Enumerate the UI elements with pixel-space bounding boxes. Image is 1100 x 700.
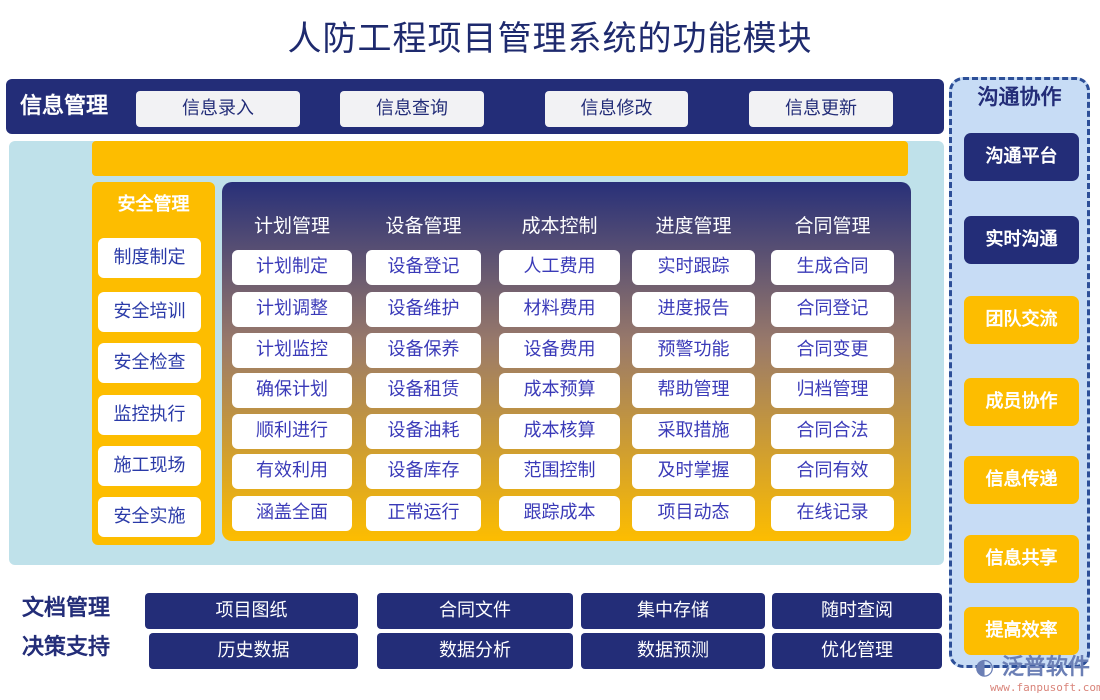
module-item[interactable]: 在线记录 [771,496,894,531]
module-item[interactable]: 材料费用 [499,292,620,327]
fanpusoft-logo: ◐ 泛普软件 [975,654,1090,680]
module-item[interactable]: 及时掌握 [632,454,755,489]
module-item[interactable]: 顺利进行 [232,414,352,449]
document-item[interactable]: 项目图纸 [145,593,358,629]
module-item[interactable]: 合同登记 [771,292,894,327]
module-item[interactable]: 设备费用 [499,333,620,368]
module-item[interactable]: 项目动态 [632,496,755,531]
module-item[interactable]: 生成合同 [771,250,894,285]
module-item[interactable]: 合同有效 [771,454,894,489]
module-item[interactable]: 合同合法 [771,414,894,449]
communication-item[interactable]: 成员协作 [964,378,1079,426]
decision-item[interactable]: 数据预测 [581,633,765,669]
safety-item[interactable]: 监控执行 [98,395,201,435]
document-item[interactable]: 随时查阅 [772,593,942,629]
module-item[interactable]: 进度报告 [632,292,755,327]
module-item[interactable]: 设备登记 [366,250,481,285]
safety-management-title: 安全管理 [117,194,190,215]
communication-item[interactable]: 团队交流 [964,296,1079,344]
module-item[interactable]: 预警功能 [632,333,755,368]
module-item[interactable]: 采取措施 [632,414,755,449]
module-item[interactable]: 正常运行 [366,496,481,531]
document-item[interactable]: 集中存储 [581,593,765,629]
module-item[interactable]: 设备维护 [366,292,481,327]
module-title: 合同管理 [794,215,871,237]
info-button[interactable]: 信息查询 [340,91,484,127]
module-item[interactable]: 涵盖全面 [232,496,352,531]
communication-item[interactable]: 信息传递 [964,456,1079,504]
module-item[interactable]: 归档管理 [771,373,894,408]
module-item[interactable]: 范围控制 [499,454,620,489]
module-item[interactable]: 人工费用 [499,250,620,285]
module-item[interactable]: 计划监控 [232,333,352,368]
document-item[interactable]: 合同文件 [377,593,573,629]
module-title: 进度管理 [655,215,732,237]
module-item[interactable]: 设备库存 [366,454,481,489]
module-item[interactable]: 合同变更 [771,333,894,368]
documents-label: 文档管理 [22,595,111,621]
info-button[interactable]: 信息修改 [545,91,688,127]
module-item[interactable]: 计划调整 [232,292,352,327]
communication-title: 沟通协作 [977,84,1062,109]
module-title: 设备管理 [385,215,462,237]
module-title: 计划管理 [253,215,330,237]
safety-item[interactable]: 安全实施 [98,497,201,537]
decision-item[interactable]: 数据分析 [377,633,573,669]
module-item[interactable]: 设备油耗 [366,414,481,449]
module-item[interactable]: 确保计划 [232,373,352,408]
info-button[interactable]: 信息更新 [749,91,893,127]
safety-item[interactable]: 安全检查 [98,343,201,383]
decision-item[interactable]: 优化管理 [772,633,942,669]
communication-item[interactable]: 沟通平台 [964,133,1079,181]
module-item[interactable]: 计划制定 [232,250,352,285]
communication-item[interactable]: 实时沟通 [964,216,1079,264]
module-item[interactable]: 成本预算 [499,373,620,408]
info-button[interactable]: 信息录入 [136,91,300,127]
module-item[interactable]: 设备保养 [366,333,481,368]
communication-item[interactable]: 信息共享 [964,535,1079,583]
logo-url: www.fanpusoft.com [990,681,1100,694]
module-item[interactable]: 有效利用 [232,454,352,489]
module-item[interactable]: 设备租赁 [366,373,481,408]
module-item[interactable]: 帮助管理 [632,373,755,408]
communication-item[interactable]: 提高效率 [964,607,1079,655]
decision-item[interactable]: 历史数据 [149,633,358,669]
safety-item[interactable]: 制度制定 [98,238,201,278]
module-item[interactable]: 成本核算 [499,414,620,449]
module-title: 成本控制 [521,215,598,237]
safety-item[interactable]: 安全培训 [98,292,201,332]
safety-item[interactable]: 施工现场 [98,446,201,486]
page-title: 人防工程项目管理系统的功能模块 [287,19,813,59]
module-item[interactable]: 实时跟踪 [632,250,755,285]
module-item[interactable]: 跟踪成本 [499,496,620,531]
decision-label: 决策支持 [22,634,111,660]
info-management-label: 信息管理 [20,93,109,119]
header-bar [92,141,908,176]
